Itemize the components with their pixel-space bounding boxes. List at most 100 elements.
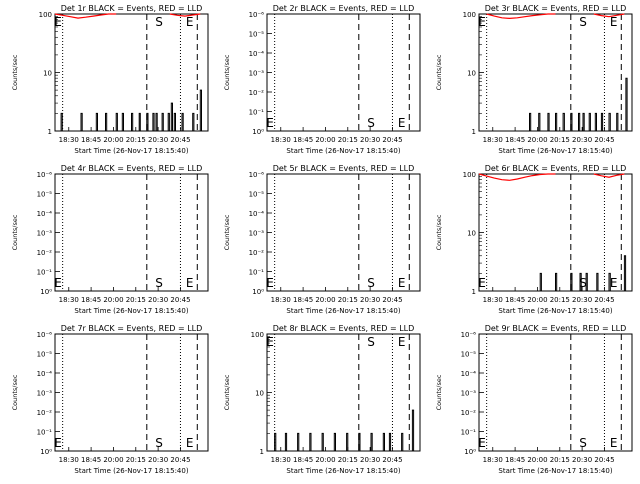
x-tick-label: 18:45 [505,296,525,304]
x-tick-label: 20:45 [382,296,402,304]
x-tick-label: 20:15 [126,456,146,464]
x-tick-label: 20:30 [572,136,592,144]
panel-title: Det 1r BLACK = Events, RED = LLD [61,4,203,13]
x-axis-label: Start Time (26-Nov-17 18:15:40) [286,467,400,475]
plot-frame [54,173,209,292]
y-tick-label: 10⁻² [37,409,53,417]
y-tick-label: 10⁻⁵ [249,31,265,39]
y-axis-label: Counts/sec [435,374,443,410]
y-tick-label: 10⁻² [249,89,265,97]
x-tick-label: 20:30 [360,456,380,464]
y-tick-label: 10⁻³ [461,390,477,398]
y-tick-label: 10⁻⁵ [249,191,265,199]
detector-panel-9: Det 9r BLACK = Events, RED = LLD Counts/s… [435,324,633,475]
x-tick-label: 20:00 [315,456,335,464]
marker-label-s: S [367,335,375,349]
marker-label-s: S [367,116,375,130]
plot-frame [478,333,633,452]
detector-panel-1: Det 1r BLACK = Events, RED = LLD Counts/s… [11,4,209,155]
x-tick-label: 20:00 [103,136,123,144]
x-tick-label: 18:30 [271,136,291,144]
x-tick-label: 20:00 [527,136,547,144]
y-tick-label: 10⁻³ [249,70,265,78]
y-axis-label: Counts/sec [223,214,231,250]
events-series [58,89,202,132]
x-tick-label: 20:00 [103,296,123,304]
marker-label-s: S [155,15,163,29]
y-tick-label: 10⁰ [252,128,264,136]
x-tick-label: 18:45 [293,456,313,464]
x-tick-label: 20:45 [170,136,190,144]
x-tick-label: 20:30 [148,296,168,304]
x-tick-label: 18:30 [271,456,291,464]
marker-label-e: E [398,276,406,290]
y-tick-label: 10 [467,230,476,238]
y-tick-label: 10⁰ [464,448,476,456]
y-tick-label: 10⁻⁴ [37,210,53,218]
x-tick-label: 20:15 [338,136,358,144]
y-tick-label: 10⁻³ [37,230,53,238]
x-tick-label: 18:45 [81,296,101,304]
y-tick-label: 10⁰ [40,288,52,296]
events-series [270,409,415,452]
x-tick-label: 18:30 [59,136,79,144]
y-tick-label: 1 [260,448,264,456]
x-tick-label: 20:15 [550,296,570,304]
marker-label-e: E [54,436,62,450]
x-tick-label: 18:45 [505,136,525,144]
marker-label-e: E [610,15,618,29]
panel-title: Det 2r BLACK = Events, RED = LLD [273,4,415,13]
x-tick-label: 20:15 [338,296,358,304]
marker-label-e: E [266,335,274,349]
x-tick-label: 18:45 [293,296,313,304]
x-tick-label: 20:00 [315,136,335,144]
x-tick-label: 18:45 [505,456,525,464]
y-tick-label: 10⁻⁵ [461,351,477,359]
lld-series [478,173,556,181]
marker-label-e: E [478,15,486,29]
detector-panel-8: Det 8r BLACK = Events, RED = LLD Counts/s… [223,324,421,475]
y-tick-label: 10⁻⁶ [37,331,53,339]
y-tick-label: 10⁻⁴ [249,50,265,58]
y-tick-label: 10⁻¹ [37,269,53,277]
panel-title: Det 3r BLACK = Events, RED = LLD [485,4,627,13]
panel-title: Det 8r BLACK = Events, RED = LLD [273,324,415,333]
y-axis-label: Counts/sec [223,54,231,90]
x-tick-label: 18:30 [59,296,79,304]
x-tick-label: 20:15 [550,136,570,144]
panel-title: Det 5r BLACK = Events, RED = LLD [273,164,415,173]
y-tick-label: 10⁻⁵ [37,191,53,199]
marker-label-e: E [478,276,486,290]
x-axis-label: Start Time (26-Nov-17 18:15:40) [498,467,612,475]
x-axis-label: Start Time (26-Nov-17 18:15:40) [286,147,400,155]
y-tick-label: 10⁰ [252,288,264,296]
y-tick-label: 10⁻³ [37,390,53,398]
y-tick-label: 10⁻² [461,409,477,417]
detector-panel-5: Det 5r BLACK = Events, RED = LLD Counts/s… [223,164,421,315]
y-tick-label: 10⁻¹ [249,269,265,277]
events-series [524,77,628,132]
x-tick-label: 18:30 [271,296,291,304]
x-tick-label: 20:45 [382,456,402,464]
x-axis-label: Start Time (26-Nov-17 18:15:40) [498,147,612,155]
x-tick-label: 20:45 [382,136,402,144]
x-tick-label: 20:00 [527,296,547,304]
plot-frame [266,333,421,452]
marker-label-s: S [579,15,587,29]
x-tick-label: 20:30 [572,456,592,464]
plot-frame [266,13,421,132]
x-tick-label: 18:45 [81,456,101,464]
y-axis-label: Counts/sec [11,54,19,90]
marker-label-e: E [186,436,194,450]
y-tick-label: 100 [39,11,52,19]
y-axis-label: Counts/sec [11,214,19,250]
y-tick-label: 10⁻⁶ [249,11,265,19]
y-tick-label: 10⁻¹ [249,109,265,117]
y-tick-label: 10⁻⁴ [37,370,53,378]
y-tick-label: 1 [472,128,476,136]
marker-label-s: S [155,276,163,290]
y-axis-label: Counts/sec [223,374,231,410]
y-tick-label: 10⁻⁶ [461,331,477,339]
panel-title: Det 6r BLACK = Events, RED = LLD [485,164,627,173]
x-tick-label: 20:00 [527,456,547,464]
